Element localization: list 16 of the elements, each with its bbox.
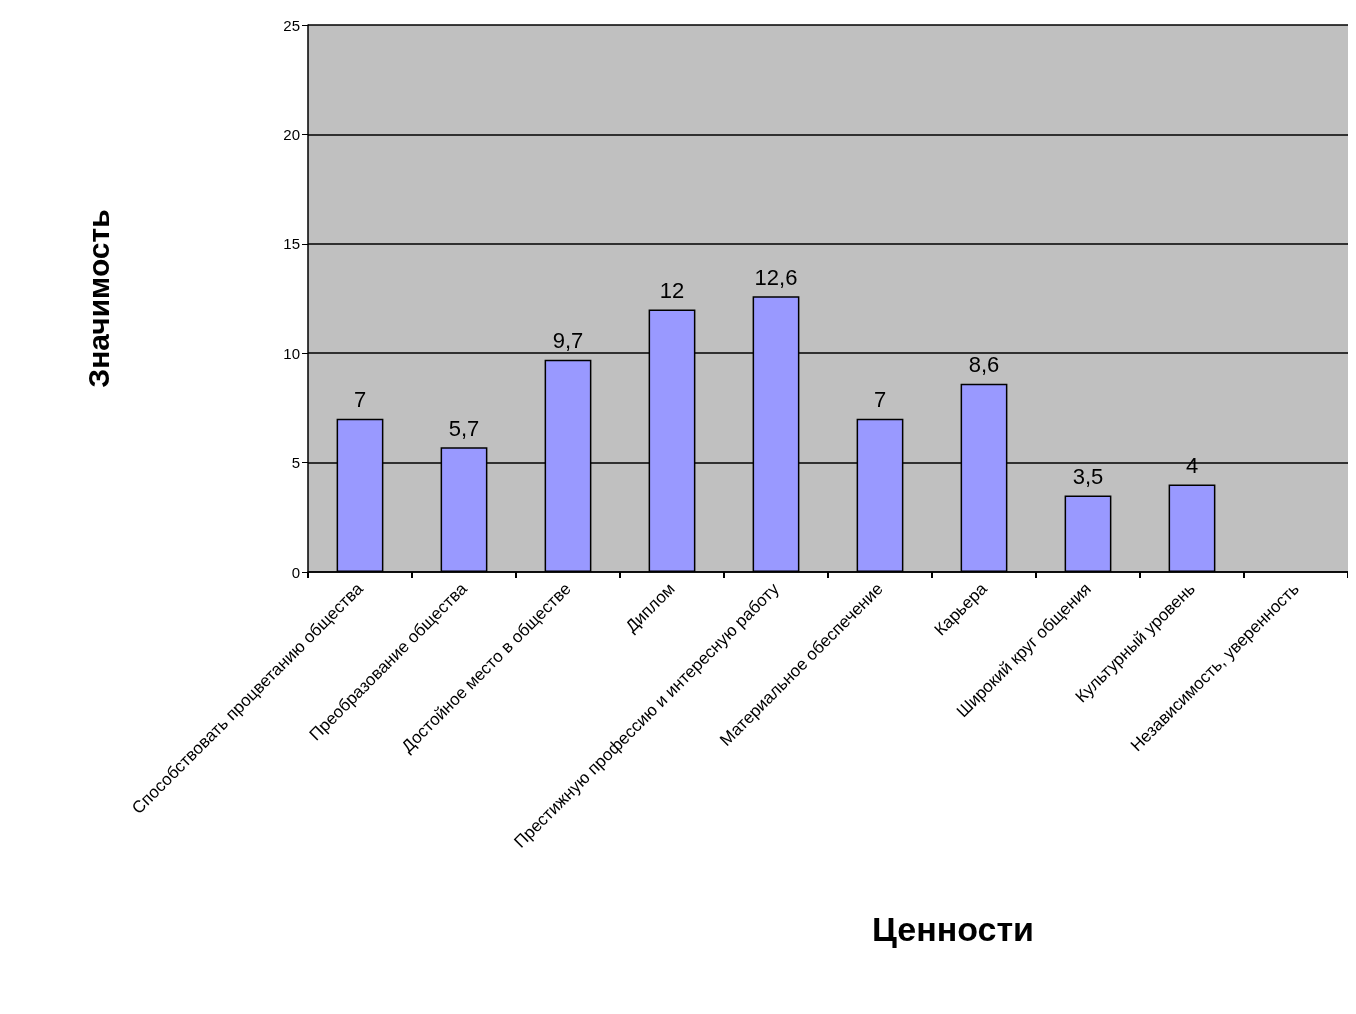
data-label: 9,7 (552, 328, 584, 354)
y-tick-label: 10 (283, 344, 300, 362)
y-tick-label: 0 (291, 563, 300, 581)
y-tick-label: 25 (283, 16, 300, 34)
data-label: 3,5 (1072, 463, 1104, 489)
data-label: 12 (659, 277, 685, 303)
data-label: 8,6 (968, 352, 1000, 378)
y-tick-label: 20 (283, 125, 300, 143)
y-tick-label: 15 (283, 235, 300, 253)
x-axis-title: Ценности (871, 910, 1035, 948)
data-label: 7 (873, 387, 887, 413)
data-label: 5,7 (448, 415, 480, 441)
y-axis-title: Значимость (81, 209, 115, 388)
data-label: 7 (353, 387, 367, 413)
data-label: 12,6 (754, 264, 798, 290)
y-tick-label: 5 (291, 454, 300, 472)
